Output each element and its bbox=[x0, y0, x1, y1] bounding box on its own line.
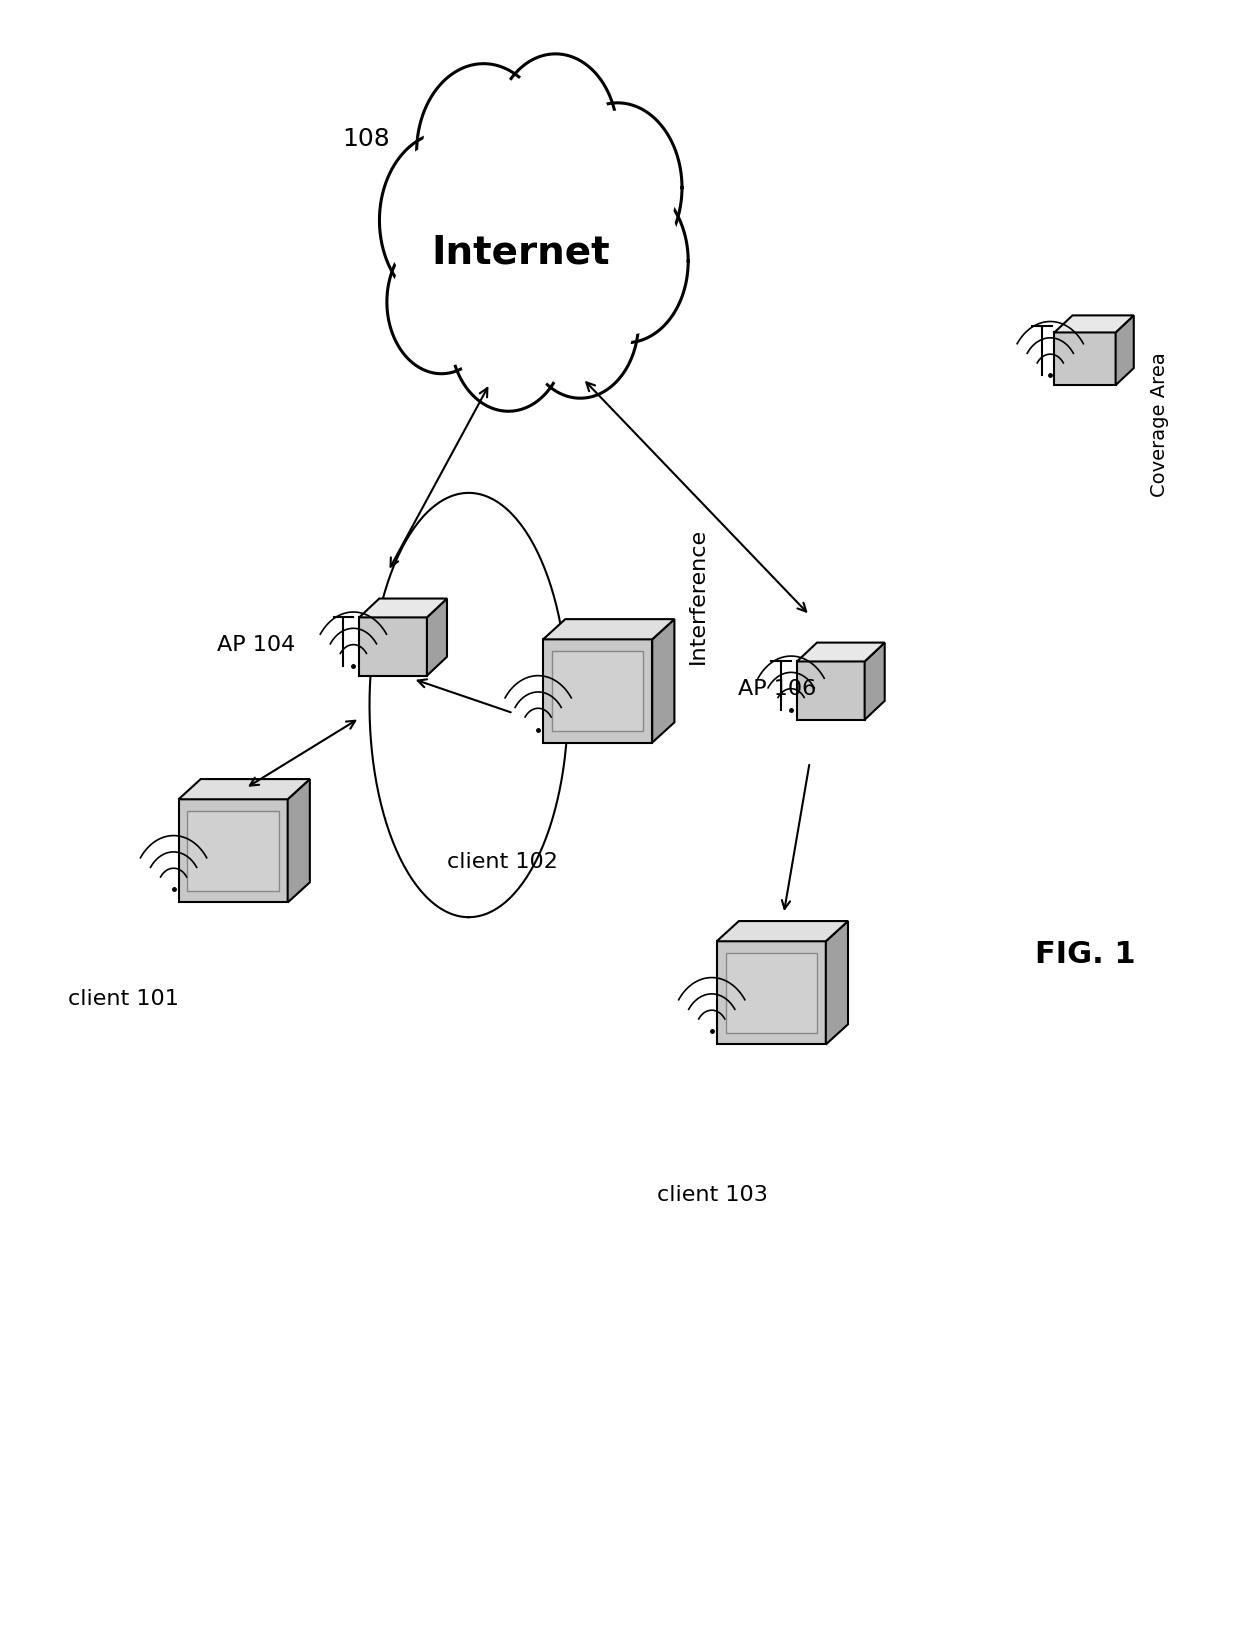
Circle shape bbox=[494, 54, 618, 217]
Polygon shape bbox=[360, 599, 446, 617]
Polygon shape bbox=[1054, 315, 1133, 333]
Text: client 102: client 102 bbox=[446, 852, 558, 871]
Polygon shape bbox=[652, 619, 675, 743]
Polygon shape bbox=[1054, 333, 1116, 385]
Circle shape bbox=[392, 237, 491, 367]
Polygon shape bbox=[543, 619, 675, 640]
Polygon shape bbox=[864, 643, 884, 720]
Circle shape bbox=[417, 64, 551, 240]
Circle shape bbox=[522, 245, 639, 398]
Text: AP 106: AP 106 bbox=[738, 679, 816, 698]
Polygon shape bbox=[288, 778, 310, 902]
Circle shape bbox=[436, 144, 605, 364]
Circle shape bbox=[450, 258, 567, 411]
Polygon shape bbox=[179, 778, 310, 800]
Polygon shape bbox=[187, 811, 279, 891]
Text: FIG. 1: FIG. 1 bbox=[1034, 940, 1136, 969]
Text: Internet: Internet bbox=[432, 233, 610, 273]
Circle shape bbox=[564, 180, 688, 343]
Circle shape bbox=[456, 266, 560, 403]
Text: Coverage Area: Coverage Area bbox=[1149, 353, 1169, 496]
Circle shape bbox=[387, 230, 496, 374]
Polygon shape bbox=[826, 920, 848, 1044]
Text: 108: 108 bbox=[342, 127, 389, 150]
Circle shape bbox=[559, 111, 676, 264]
Polygon shape bbox=[725, 953, 817, 1033]
Circle shape bbox=[379, 132, 513, 308]
Circle shape bbox=[570, 188, 682, 335]
Circle shape bbox=[500, 62, 611, 209]
Polygon shape bbox=[427, 599, 446, 676]
Circle shape bbox=[428, 131, 614, 375]
Polygon shape bbox=[797, 661, 864, 720]
Polygon shape bbox=[552, 651, 644, 731]
Text: client 101: client 101 bbox=[68, 989, 179, 1009]
Polygon shape bbox=[797, 643, 884, 661]
Circle shape bbox=[553, 103, 682, 273]
Polygon shape bbox=[1116, 315, 1133, 385]
Circle shape bbox=[528, 253, 632, 390]
Circle shape bbox=[386, 140, 507, 300]
Text: AP 104: AP 104 bbox=[217, 635, 295, 654]
Polygon shape bbox=[717, 920, 848, 942]
Circle shape bbox=[423, 72, 544, 232]
Polygon shape bbox=[543, 640, 652, 743]
Polygon shape bbox=[717, 942, 826, 1044]
Text: client 103: client 103 bbox=[657, 1185, 768, 1204]
Polygon shape bbox=[179, 800, 288, 902]
Polygon shape bbox=[360, 617, 427, 676]
Text: Interference: Interference bbox=[688, 527, 708, 664]
